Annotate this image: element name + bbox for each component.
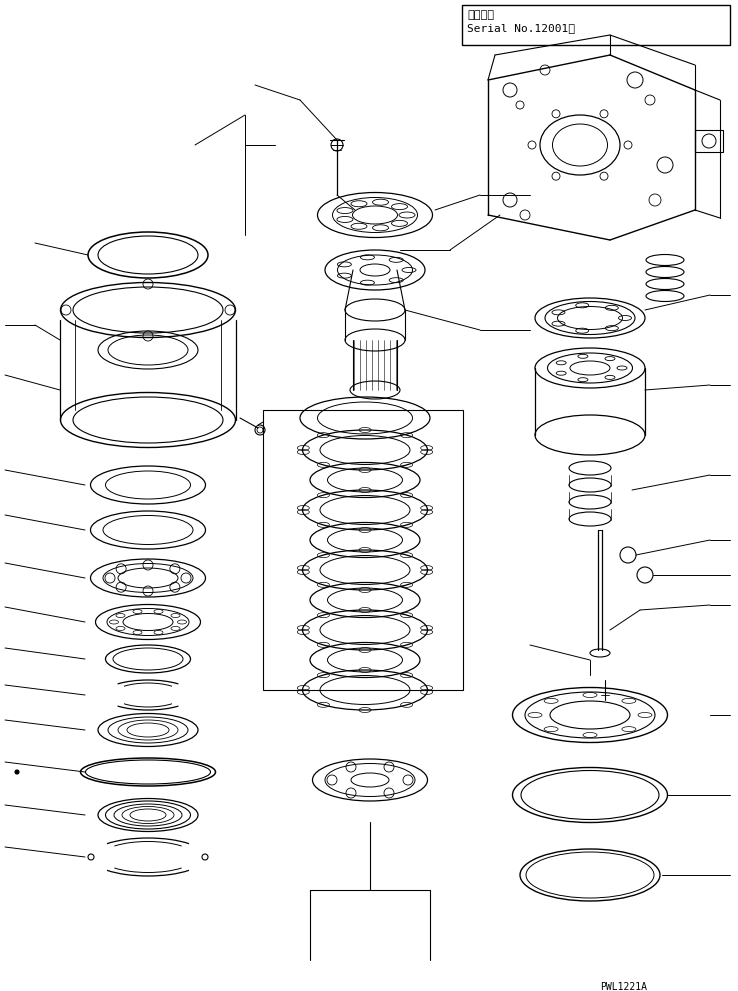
Bar: [263, 410, 463, 690]
Circle shape: [15, 770, 19, 774]
Bar: [695, 130, 723, 152]
Text: PWL1221A: PWL1221A: [600, 982, 647, 991]
Text: 適用号機: 適用号機: [467, 10, 494, 20]
Bar: [462, 5, 730, 45]
Text: Serial No.12001～: Serial No.12001～: [467, 23, 575, 33]
